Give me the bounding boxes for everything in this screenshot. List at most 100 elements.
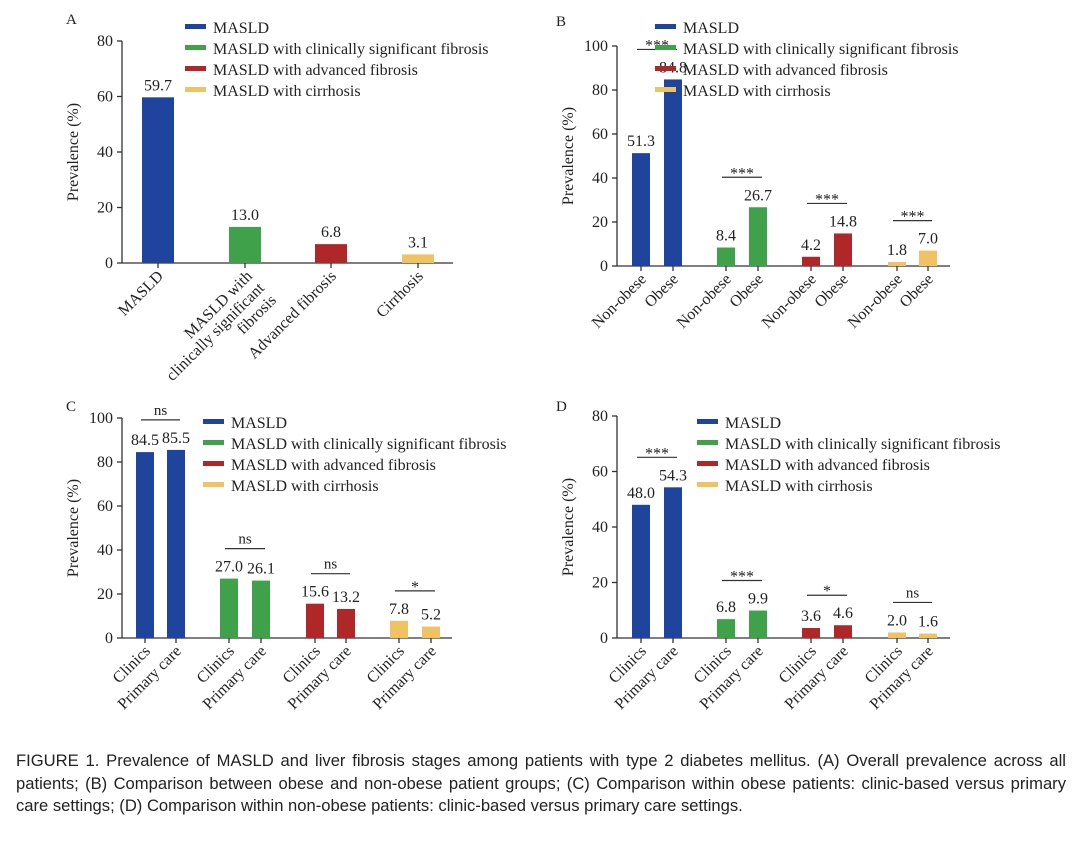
bar: [229, 226, 261, 263]
legend-swatch: [697, 419, 718, 424]
legend-swatch: [185, 66, 206, 71]
bar: [749, 207, 767, 266]
x-tick-label: Obese: [642, 271, 682, 311]
data-label: 7.8: [389, 601, 409, 618]
y-tick-label: 20: [592, 575, 608, 592]
data-label: 3.6: [801, 608, 821, 625]
significance-label: ns: [324, 557, 338, 573]
y-tick-label: 40: [97, 542, 113, 559]
legend-swatch: [655, 87, 676, 92]
data-label: 48.0: [627, 485, 655, 502]
data-label: 13.0: [231, 207, 259, 224]
data-label: 8.4: [716, 228, 736, 245]
legend-swatch: [185, 24, 206, 29]
data-label: 27.0: [215, 559, 243, 576]
data-label: 85.5: [162, 430, 190, 447]
data-label: 15.6: [301, 584, 329, 601]
bar: [919, 633, 937, 638]
bar: [888, 632, 906, 638]
legend-label: MASLD with advanced fibrosis: [231, 457, 436, 474]
y-tick-label: 80: [97, 454, 113, 471]
significance-label: *: [823, 583, 831, 600]
legend-swatch: [697, 482, 718, 487]
bar: [315, 244, 347, 263]
bar: [252, 580, 270, 638]
legend-swatch: [655, 45, 676, 50]
significance-label: ns: [238, 532, 252, 548]
figure-caption: FIGURE 1. Prevalence of MASLD and liver …: [16, 751, 1066, 815]
panel-letter: B: [556, 14, 566, 30]
data-label: 6.8: [321, 224, 341, 241]
data-label: 3.1: [408, 234, 428, 251]
y-tick-label: 0: [600, 258, 608, 275]
legend-label: MASLD with clinically significant fibros…: [213, 41, 489, 58]
x-tick-label: Non-obese: [674, 271, 735, 332]
panel-letter: D: [556, 399, 567, 415]
legend-label: MASLD: [231, 415, 287, 432]
x-tick-label: MASLD: [115, 268, 167, 320]
bar: [220, 578, 238, 638]
legend-label: MASLD: [725, 415, 781, 432]
bar: [919, 250, 937, 266]
significance-label: ns: [906, 585, 920, 601]
data-label: 59.7: [144, 77, 172, 94]
legend-label: MASLD with cirrhosis: [231, 478, 379, 495]
legend-label: MASLD with advanced fibrosis: [725, 457, 930, 474]
significance-label: ***: [815, 191, 839, 208]
legend-label: MASLD: [213, 20, 269, 37]
legend-label: MASLD with cirrhosis: [725, 478, 873, 495]
data-label: 26.1: [247, 561, 275, 578]
legend-swatch: [697, 440, 718, 445]
legend-label: MASLD with cirrhosis: [683, 83, 831, 100]
legend-label: MASLD: [683, 20, 739, 37]
significance-label: ***: [901, 209, 925, 226]
bar: [142, 97, 174, 264]
data-label: 26.7: [744, 187, 772, 204]
y-tick-label: 0: [105, 630, 113, 647]
bar: [717, 247, 735, 266]
y-tick-label: 80: [592, 82, 608, 99]
panel-letter: C: [66, 399, 76, 415]
significance-label: *: [411, 579, 419, 596]
data-label: 6.8: [716, 599, 736, 616]
data-label: 54.3: [659, 467, 687, 484]
data-label: 7.0: [918, 231, 938, 248]
bar: [632, 153, 650, 266]
x-tick-label: Non-obese: [759, 271, 820, 332]
y-tick-label: 60: [97, 498, 113, 515]
x-tick-label: Cirrhosis: [373, 268, 427, 322]
bar: [167, 449, 185, 638]
legend-swatch: [203, 419, 224, 424]
x-tick-label: Obese: [812, 271, 852, 311]
panel-A: A 0 20 40 60 80 Prevalence (%) 59.7 MASLD 13.0 MAS…: [65, 12, 489, 385]
y-tick-label: 80: [97, 33, 113, 50]
bar: [888, 262, 906, 266]
bar: [390, 620, 408, 638]
y-tick-label: 20: [97, 586, 113, 603]
legend-label: MASLD with clinically significant fibros…: [231, 436, 507, 453]
data-label: 5.2: [421, 607, 441, 624]
legend-label: MASLD with advanced fibrosis: [213, 62, 418, 79]
bar: [422, 626, 440, 638]
data-label: 1.8: [887, 242, 907, 259]
y-tick-label: 0: [105, 255, 113, 272]
legend-swatch: [203, 461, 224, 466]
y-axis-label: Prevalence (%): [560, 478, 577, 576]
panel-B: B 0 20 40 60 80 100 Prevalence (%) 51.3 Non-obese…: [556, 14, 959, 332]
figure: A 0 20 40 60 80 Prevalence (%) 59.7 MASLD 13.0 MAS…: [65, 12, 1001, 713]
legend-swatch: [203, 440, 224, 445]
legend-swatch: [203, 482, 224, 487]
legend-swatch: [185, 45, 206, 50]
bar: [337, 608, 355, 638]
y-tick-label: 60: [592, 126, 608, 143]
data-label: 14.8: [829, 213, 857, 230]
data-label: 2.0: [887, 612, 907, 629]
legend-swatch: [185, 87, 206, 92]
legend-swatch: [655, 66, 676, 71]
y-tick-label: 100: [584, 38, 608, 55]
x-tick-label: Obese: [897, 271, 937, 311]
bar: [834, 625, 852, 638]
significance-label: ns: [154, 403, 168, 419]
legend-label: MASLD with clinically significant fibros…: [725, 436, 1001, 453]
panel-letter: A: [66, 12, 77, 28]
